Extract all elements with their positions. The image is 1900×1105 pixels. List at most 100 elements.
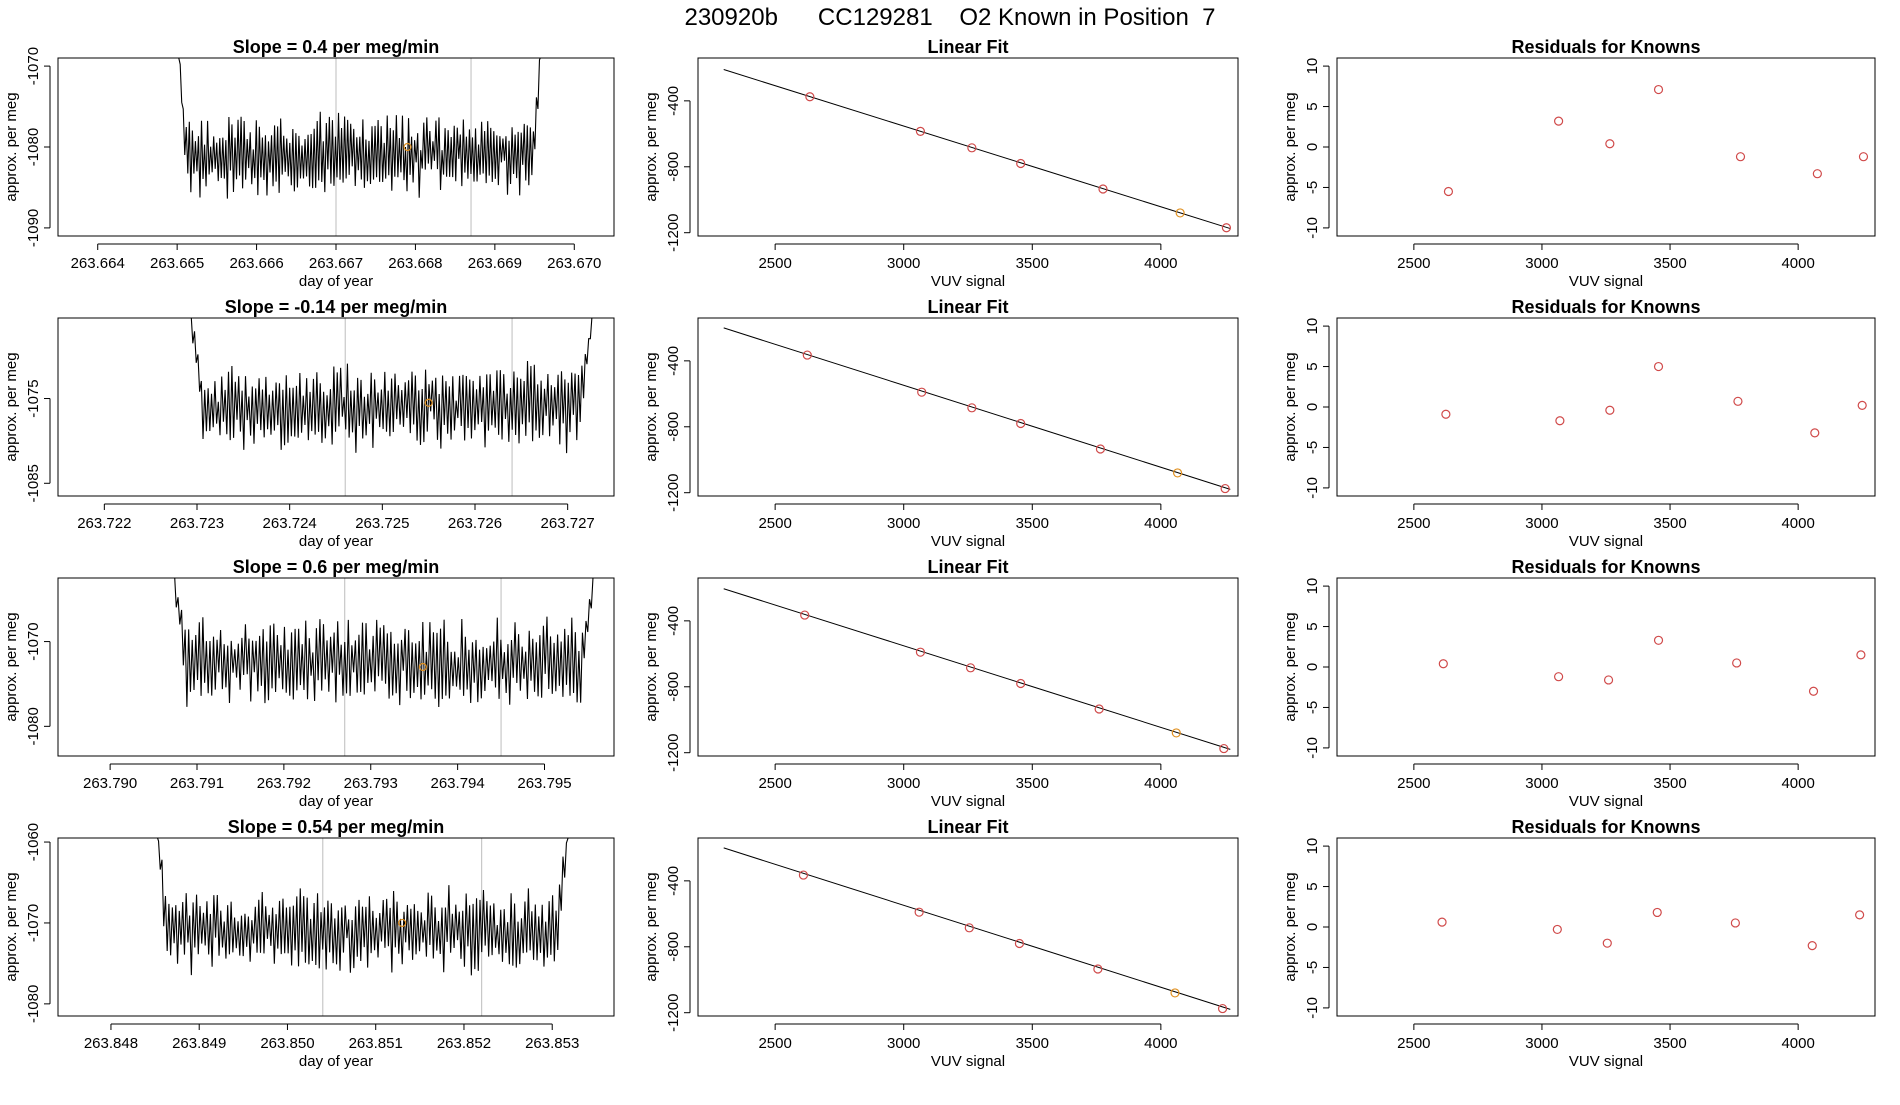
x-tick-label: 263.725: [355, 515, 409, 532]
chart-title: Slope = -0.14 per meg/min: [225, 297, 448, 317]
y-tick-label: -1075: [25, 379, 42, 417]
plot-frame: [1336, 57, 1876, 237]
data-point: [1730, 918, 1740, 928]
x-tick-label: 3500: [1016, 775, 1049, 792]
x-axis-label: VUV signal: [931, 1053, 1005, 1070]
y-tick-label: 10: [1304, 838, 1321, 855]
x-axis-label: VUV signal: [1569, 793, 1643, 810]
plot-area: [723, 69, 1232, 233]
data-point: [1807, 941, 1817, 951]
data-point: [1554, 116, 1564, 126]
data-trace: [190, 318, 593, 454]
y-tick-label: -1060: [25, 823, 42, 861]
y-axis-label: approx. per meg: [1282, 612, 1299, 721]
chart-panel-r3c2: Linear Fit 2500 3000 3500 4000 VUV signal -120…: [643, 557, 1239, 810]
data-point: [802, 350, 812, 360]
data-point: [1812, 169, 1822, 179]
data-point: [1733, 396, 1743, 406]
y-tick-label: -800: [665, 152, 682, 182]
x-tick-label: 3000: [1525, 1035, 1558, 1052]
x-tick-label: 4000: [1144, 515, 1177, 532]
x-tick-label: 263.724: [263, 515, 317, 532]
x-tick-label: 2500: [1397, 255, 1430, 272]
plot-area: [156, 838, 569, 1016]
data-point: [798, 870, 809, 880]
highlight-point: [1172, 468, 1183, 478]
plot-area: [1438, 635, 1866, 696]
y-tick-label: -1080: [25, 128, 42, 166]
x-tick-label: 2500: [1397, 1035, 1430, 1052]
fit-line: [723, 69, 1231, 230]
x-tick-label: 263.795: [517, 775, 571, 792]
y-tick-label: -5: [1304, 701, 1321, 714]
y-tick-label: 5: [1304, 362, 1321, 370]
data-point: [1220, 483, 1230, 494]
chart-panel-r1c2: Linear Fit 2500 3000 3500 4000 VUV signal -120…: [643, 37, 1239, 290]
y-tick-label: -1085: [25, 464, 42, 502]
data-point: [1014, 938, 1025, 949]
x-tick-label: 3500: [1653, 775, 1686, 792]
chart-panel-r2c2: Linear Fit 2500 3000 3500 4000 VUV signal -120…: [643, 297, 1239, 550]
x-tick-label: 263.849: [172, 1035, 226, 1052]
data-point: [917, 387, 927, 397]
chart-title: Slope = 0.6 per meg/min: [233, 557, 440, 577]
x-axis-label: VUV signal: [1569, 533, 1643, 550]
x-tick-label: 3500: [1653, 515, 1686, 532]
y-tick-label: -800: [665, 672, 682, 702]
data-point: [1221, 223, 1232, 233]
x-tick-label: 4000: [1781, 775, 1814, 792]
data-point: [805, 92, 815, 102]
y-axis-label: approx. per meg: [3, 612, 20, 721]
x-axis-label: day of year: [299, 1053, 373, 1070]
y-tick-label: -400: [665, 866, 682, 896]
y-tick-label: -400: [665, 606, 682, 636]
x-tick-label: 3000: [887, 255, 920, 272]
x-tick-label: 263.668: [388, 255, 442, 272]
fit-line: [723, 327, 1231, 490]
x-tick-label: 4000: [1781, 515, 1814, 532]
data-point: [965, 663, 976, 673]
x-tick-label: 263.794: [431, 775, 485, 792]
x-tick-label: 3000: [887, 775, 920, 792]
data-point: [1219, 743, 1229, 754]
plot-frame: [1336, 317, 1876, 497]
y-tick-label: 0: [1304, 663, 1321, 671]
data-point: [1810, 428, 1820, 438]
data-point: [1858, 152, 1869, 162]
data-point: [1732, 658, 1742, 668]
x-tick-label: 263.727: [541, 515, 595, 532]
x-tick-label: 3000: [1525, 515, 1558, 532]
data-point: [1857, 400, 1867, 410]
y-tick-label: -10: [1304, 477, 1321, 499]
y-tick-label: -1200: [665, 734, 682, 772]
data-point: [914, 907, 924, 917]
plot-area: [1437, 907, 1865, 951]
y-tick-label: 0: [1304, 403, 1321, 411]
y-axis-label: approx. per meg: [1282, 92, 1299, 201]
data-point: [1603, 675, 1614, 685]
x-tick-label: 3500: [1016, 515, 1049, 532]
plot-frame: [697, 837, 1239, 1017]
x-tick-label: 263.664: [71, 255, 125, 272]
y-tick-label: -1070: [25, 622, 42, 660]
x-tick-label: 263.791: [170, 775, 224, 792]
fit-line: [723, 847, 1231, 1010]
y-axis-label: approx. per meg: [3, 352, 20, 461]
chart-title: Linear Fit: [927, 557, 1008, 577]
x-axis-label: day of year: [299, 533, 373, 550]
x-tick-label: 263.669: [468, 255, 522, 272]
y-tick-label: -10: [1304, 217, 1321, 239]
y-tick-label: -1080: [25, 707, 42, 745]
plot-area: [1443, 84, 1869, 197]
plot-frame: [57, 837, 615, 1017]
plot-area: [190, 318, 593, 496]
data-trace: [178, 58, 541, 199]
data-point: [1856, 650, 1866, 660]
x-axis-label: VUV signal: [931, 533, 1005, 550]
x-tick-label: 3500: [1016, 1035, 1049, 1052]
plot-frame: [697, 577, 1239, 757]
data-point: [1437, 917, 1447, 927]
data-point: [1098, 184, 1108, 194]
data-point: [915, 647, 926, 657]
plot-area: [174, 578, 594, 756]
